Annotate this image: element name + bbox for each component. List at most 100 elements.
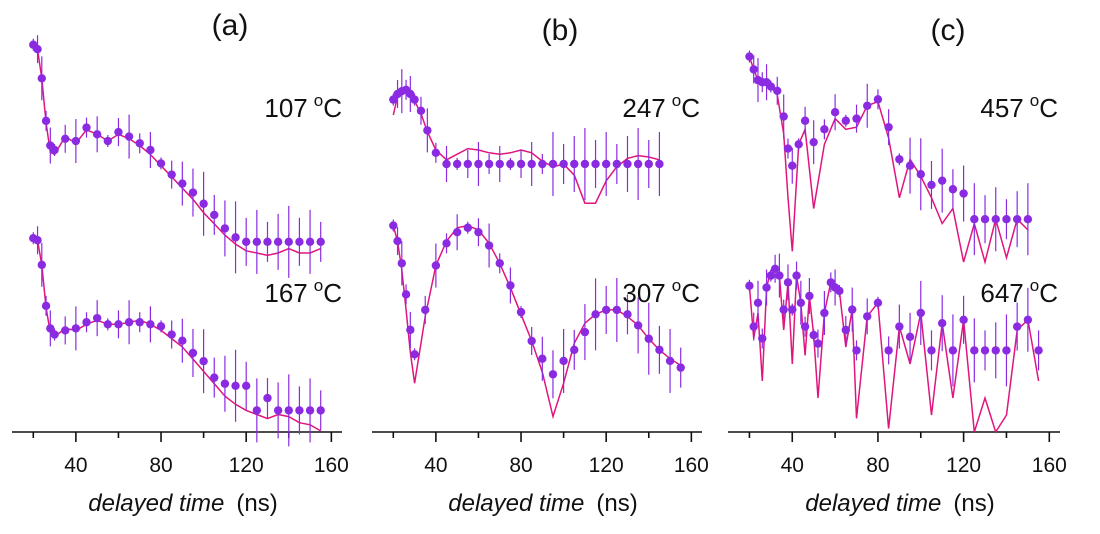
data-point [37,74,47,83]
data-point [676,363,685,372]
data-point [655,345,664,355]
data-point [655,159,664,169]
x-axis-label-unit: (ns) [596,490,637,517]
x-axis-label-text: delayed time [448,490,584,517]
data-point [284,237,293,247]
data-point [178,336,187,345]
data-point [61,326,70,335]
data-point [178,179,187,188]
data-point [495,159,504,169]
data-point [252,406,262,415]
data-point [873,95,883,104]
x-axis-label-text: delayed time [805,490,941,517]
data-point [506,281,515,290]
data-point [188,188,198,197]
degree-symbol: o [1030,91,1039,110]
data-point [82,318,91,327]
data-point [50,330,59,339]
data-point [991,346,1000,355]
x-tick-label: 80 [509,454,532,477]
data-point [770,264,780,273]
degree-symbol: o [314,276,323,295]
temperature-value: 647 [980,278,1023,308]
data-point [570,159,579,169]
data-point [474,159,483,169]
x-tick-label: 160 [674,454,709,477]
data-point [991,215,1000,224]
data-point [970,346,979,355]
data-point [1002,215,1011,224]
data-point [835,286,844,296]
data-point [644,159,653,169]
data-point [749,65,758,74]
data-point [766,271,776,280]
panel-label: (c) [931,14,966,47]
data-point [779,305,788,314]
temperature-label: 167 oC [264,276,342,308]
data-point [452,228,462,237]
data-point [156,322,166,331]
data-point [779,112,788,121]
data-point [421,305,430,315]
x-axis-label-unit: (ns) [953,490,994,517]
data-point [863,312,872,321]
degree-symbol: o [314,91,323,110]
data-point [295,237,304,247]
data-point [516,307,526,317]
data-point [50,145,59,155]
data-point [252,237,262,247]
data-point [800,322,810,331]
data-point [199,199,208,208]
data-point [548,370,558,379]
data-point [82,123,91,132]
data-point [146,145,155,155]
data-point [538,354,547,363]
data-point [167,330,176,339]
data-point [895,155,904,164]
data-point [570,345,579,355]
data-point [800,116,810,125]
data-point [295,406,304,415]
data-point [783,144,793,153]
data-point [937,176,947,185]
data-point [516,159,526,169]
data-point [484,159,494,169]
series-167: 167 oC [29,226,342,447]
data-point [612,159,622,169]
data-point [506,159,515,169]
data-point [830,108,840,117]
data-point [980,215,990,224]
data-point [452,159,462,169]
data-point [220,379,230,388]
data-point [948,346,958,355]
fit-curve [748,56,1029,265]
data-point [442,239,451,248]
x-tick-label: 120 [589,454,624,477]
x-axis-label: delayed time (ns) [805,490,994,517]
data-point [442,159,451,169]
degree-symbol: o [1030,276,1039,295]
data-point [758,334,767,343]
temperature-label: 647 oC [980,276,1058,308]
data-point [809,137,818,147]
data-point [33,236,42,245]
degree-symbol: o [672,276,681,295]
data-point [124,318,134,327]
data-point [61,134,70,143]
data-point [633,321,643,330]
temperature-label: 107 oC [264,91,342,123]
temperature-unit: C [323,278,342,308]
data-point [41,116,51,126]
data-point [156,159,166,168]
x-tick-label: 40 [781,454,804,477]
data-point [484,241,494,250]
data-point [241,237,251,247]
data-point [305,406,315,415]
data-point [495,259,504,268]
panel-label: (b) [542,14,579,47]
data-point [766,82,776,91]
data-point [644,334,653,343]
data-point [474,228,483,237]
data-point [1012,322,1022,331]
